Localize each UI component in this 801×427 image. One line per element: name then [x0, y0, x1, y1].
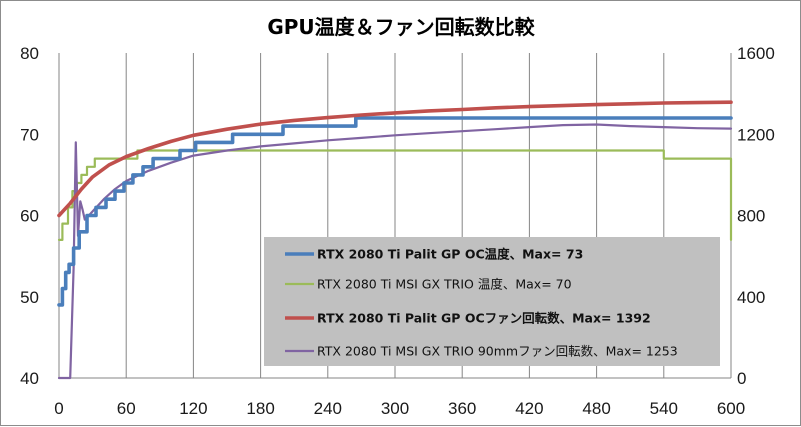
- legend-label: RTX 2080 Ti MSI GX TRIO 90mmファン回転数、Max= …: [317, 344, 678, 359]
- legend-label: RTX 2080 Ti Palit GP OCファン回転数、Max= 1392: [317, 311, 651, 326]
- x-tick-label: 480: [582, 399, 610, 418]
- y-tick-label: 80: [20, 44, 39, 63]
- tick-labels: 0 60 120 180 240 300 360 420 480 540 600 40 50 60 70 80…: [20, 44, 775, 418]
- y2-tick-label: 1200: [737, 125, 775, 144]
- y2-tick-label: 0: [737, 369, 746, 388]
- series-line-4: [57, 123, 733, 380]
- x-tick-label: 360: [448, 399, 476, 418]
- x-tick-label: 180: [246, 399, 274, 418]
- y2-tick-label: 1600: [737, 44, 775, 63]
- y-tick-label: 40: [20, 369, 39, 388]
- x-tick-label: 120: [179, 399, 207, 418]
- y2-tick-label: 400: [737, 288, 765, 307]
- series-line-1: [57, 116, 733, 307]
- series-layer: [57, 100, 733, 380]
- series-line-2: [57, 149, 733, 241]
- x-tick-label: 600: [717, 399, 745, 418]
- y-tick-label: 70: [20, 125, 39, 144]
- x-tick-label: 240: [314, 399, 342, 418]
- legend-label: RTX 2080 Ti Palit GP OC温度、Max= 73: [317, 247, 583, 262]
- x-tick-label: 0: [54, 399, 63, 418]
- x-tick-label: 60: [117, 399, 136, 418]
- x-tick-label: 420: [515, 399, 543, 418]
- y-tick-label: 60: [20, 207, 39, 226]
- y-tick-label: 50: [20, 288, 39, 307]
- series-line-3: [57, 100, 733, 218]
- legend-box: [264, 237, 720, 366]
- x-tick-label: 300: [381, 399, 409, 418]
- legend-label: RTX 2080 Ti MSI GX TRIO 温度、Max= 70: [317, 277, 572, 292]
- y2-tick-label: 800: [737, 207, 765, 226]
- x-tick-label: 540: [650, 399, 678, 418]
- chart-title: GPU温度＆ファン回転数比較: [267, 15, 535, 39]
- legend: RTX 2080 Ti Palit GP OC温度、Max= 73 RTX 208…: [264, 237, 720, 366]
